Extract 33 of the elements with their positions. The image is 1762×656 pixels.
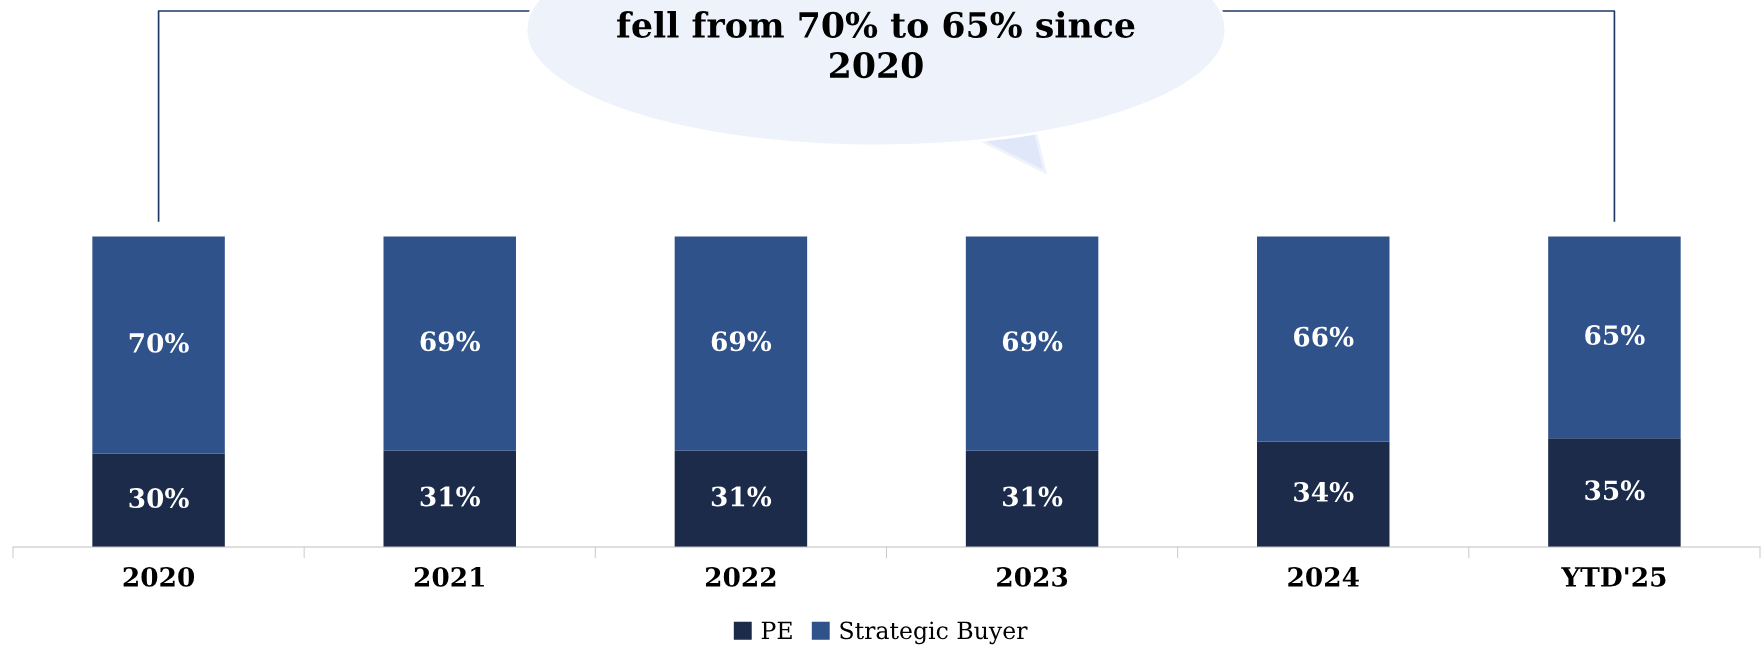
data-label: 31%: [711, 486, 772, 507]
data-label: 66%: [1294, 326, 1354, 347]
legend-label: Strategic Buyer: [840, 621, 1028, 645]
bar: [674, 450, 808, 547]
bar: [1257, 236, 1390, 442]
data-label: 69%: [711, 331, 772, 352]
data-label: 69%: [420, 331, 481, 352]
data-label: 35%: [1585, 480, 1645, 501]
x-tick-label: 2020: [123, 566, 195, 587]
data-label: 65%: [1585, 325, 1645, 346]
text: fell from 70% to 65% since 2020: [617, 11, 1135, 79]
data-label: 31%: [420, 486, 481, 507]
bar: [965, 236, 1099, 451]
bar: [1257, 441, 1390, 547]
bar: [92, 453, 225, 547]
x-tick-label: YTD'25: [1561, 566, 1666, 587]
bar: [1548, 236, 1681, 439]
bar: [383, 236, 516, 451]
data-label: 30%: [129, 488, 189, 509]
data-label: 34%: [1294, 481, 1354, 502]
data-label: 70%: [129, 332, 189, 353]
x-tick-label: 2021: [414, 566, 484, 587]
bar: [965, 450, 1099, 547]
bar: [1548, 438, 1681, 547]
x-tick-label: 2023: [997, 566, 1068, 587]
data-label: 31%: [1003, 486, 1063, 507]
x-tick-label: 2022: [705, 566, 776, 587]
bar: [383, 450, 516, 547]
x-tick-label: 2024: [1288, 566, 1359, 587]
bar: [674, 236, 808, 451]
bar: [92, 236, 225, 454]
legend-label: PE: [761, 621, 792, 639]
data-label: 69%: [1002, 331, 1063, 352]
